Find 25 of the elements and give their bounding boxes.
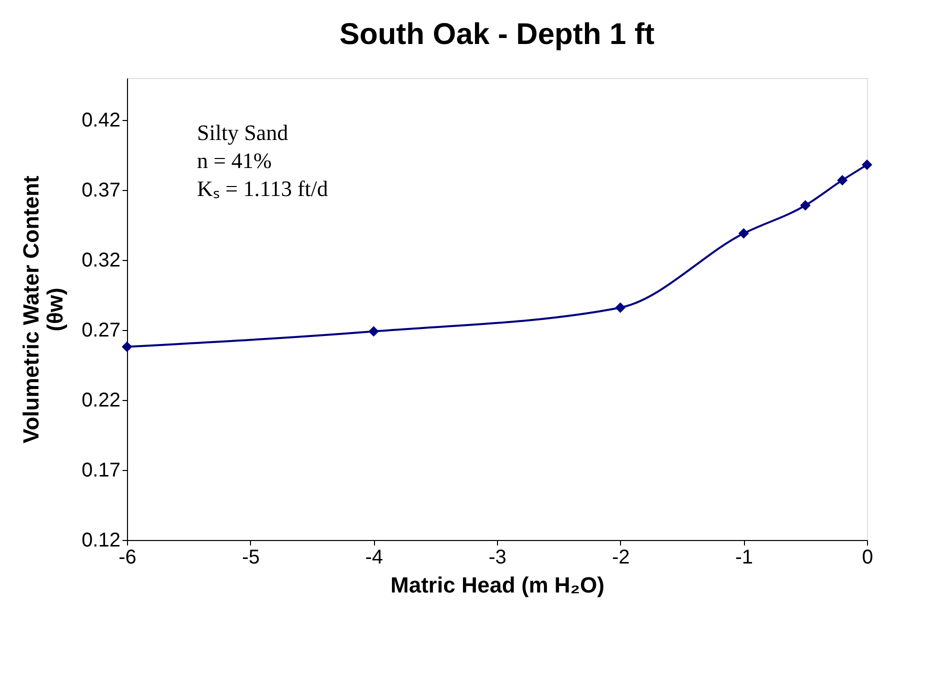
y-tick-label: 0.27	[82, 320, 120, 342]
chart-title: South Oak - Depth 1 ft	[340, 18, 655, 51]
x-tick-label: -6	[118, 546, 136, 568]
x-axis-title: Matric Head (m H₂O)	[390, 572, 604, 598]
x-tick-label: 0	[862, 546, 874, 568]
point	[837, 174, 848, 186]
x-tick-label: -1	[735, 546, 754, 568]
y-tick-label: 0.22	[82, 390, 120, 412]
y-axis-title: Volumetric Water Content (θw)	[18, 174, 68, 444]
point	[122, 342, 132, 352]
point	[368, 326, 379, 337]
y-tick-label: 0.32	[82, 250, 120, 272]
y-tick-label: 0.17	[82, 460, 120, 482]
x-tick-label: -5	[242, 546, 260, 568]
point	[738, 228, 749, 239]
point	[862, 160, 872, 170]
x-tick-label: -3	[488, 546, 506, 568]
x-tick-label: -2	[612, 546, 630, 568]
annotation: Silty Sand n = 41% Kₛ = 1.113 ft/d	[197, 120, 328, 201]
point	[800, 200, 811, 211]
y-tick-label: 0.37	[82, 180, 120, 202]
y-tick-label: 0.12	[82, 530, 120, 552]
y-tick-label: 0.42	[82, 110, 120, 132]
point	[615, 302, 626, 313]
x-tick-label: -4	[365, 546, 384, 568]
